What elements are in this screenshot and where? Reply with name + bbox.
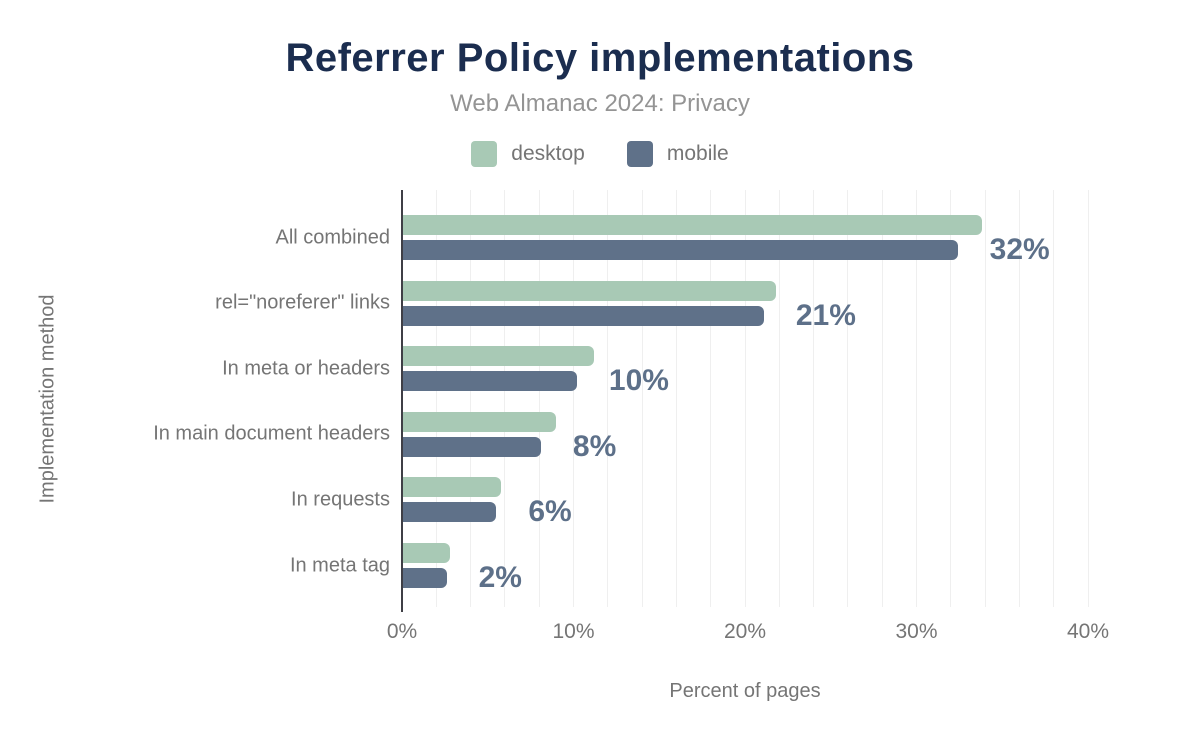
legend-label: desktop <box>511 142 585 165</box>
bar-mobile <box>402 371 577 392</box>
bar-mobile <box>402 240 958 260</box>
y-axis-title: Implementation method <box>36 294 59 504</box>
category-label: All combined <box>275 226 390 248</box>
x-tick-label: 20% <box>723 620 767 643</box>
page-title: Referrer Policy implementations <box>285 36 915 80</box>
bar-value-label: 21% <box>795 298 856 332</box>
gridline <box>538 190 540 607</box>
bar-mobile <box>402 436 541 457</box>
gridline <box>641 190 643 607</box>
gridline <box>675 190 677 607</box>
bar-mobile <box>402 502 497 523</box>
gridline <box>435 190 437 607</box>
gridline <box>847 190 849 607</box>
bar-desktop <box>402 477 502 498</box>
legend-item-desktop[interactable]: desktop <box>471 141 585 167</box>
bar-desktop <box>402 215 982 235</box>
bar-mobile <box>402 568 447 588</box>
legend-swatch-mobile <box>626 141 653 167</box>
legend: desktop mobile <box>0 141 1200 167</box>
legend-item-mobile[interactable]: mobile <box>626 141 729 167</box>
bar-mobile <box>402 305 764 326</box>
gridline <box>984 190 986 607</box>
category-label: rel="noreferer" links <box>215 291 390 314</box>
x-tick-label: 30% <box>895 620 938 643</box>
legend-label: mobile <box>666 142 729 165</box>
plot-area: 32% 21% 10% 8% 6% 2% <box>401 190 1089 612</box>
bar-desktop <box>402 543 451 563</box>
bar-value-label: 8% <box>572 429 617 463</box>
x-tick-label: 0% <box>386 620 418 643</box>
gridline <box>1053 190 1055 607</box>
gridline <box>470 190 472 607</box>
gridline <box>1018 190 1020 607</box>
gridline <box>950 190 952 607</box>
category-label: In meta or headers <box>222 357 390 380</box>
x-tick-label: 10% <box>552 620 595 643</box>
category-label: In main document headers <box>153 422 390 445</box>
gridline <box>607 190 609 607</box>
bar-value-label: 2% <box>478 561 522 594</box>
bar-desktop <box>402 280 776 301</box>
bar-value-label: 32% <box>989 233 1050 266</box>
gridline <box>504 190 506 607</box>
x-axis-title: Percent of pages <box>669 680 821 702</box>
legend-swatch-desktop <box>471 141 498 167</box>
bar-value-label: 6% <box>528 495 572 529</box>
category-label: In meta tag <box>289 554 390 576</box>
gridline <box>881 190 883 607</box>
category-label: In requests <box>291 488 390 511</box>
gridline <box>1087 190 1089 607</box>
bar-desktop <box>402 346 595 367</box>
bar-value-label: 10% <box>608 364 669 398</box>
gridline <box>778 190 780 607</box>
bar-desktop <box>402 411 557 432</box>
gridline <box>916 190 917 607</box>
page-subtitle: Web Almanac 2024: Privacy <box>450 90 750 117</box>
gridline <box>813 190 815 607</box>
gridline <box>710 190 712 607</box>
y-axis-line <box>401 190 403 612</box>
x-tick-label: 40% <box>1066 620 1110 643</box>
gridline <box>744 190 746 607</box>
gridline <box>573 190 574 607</box>
